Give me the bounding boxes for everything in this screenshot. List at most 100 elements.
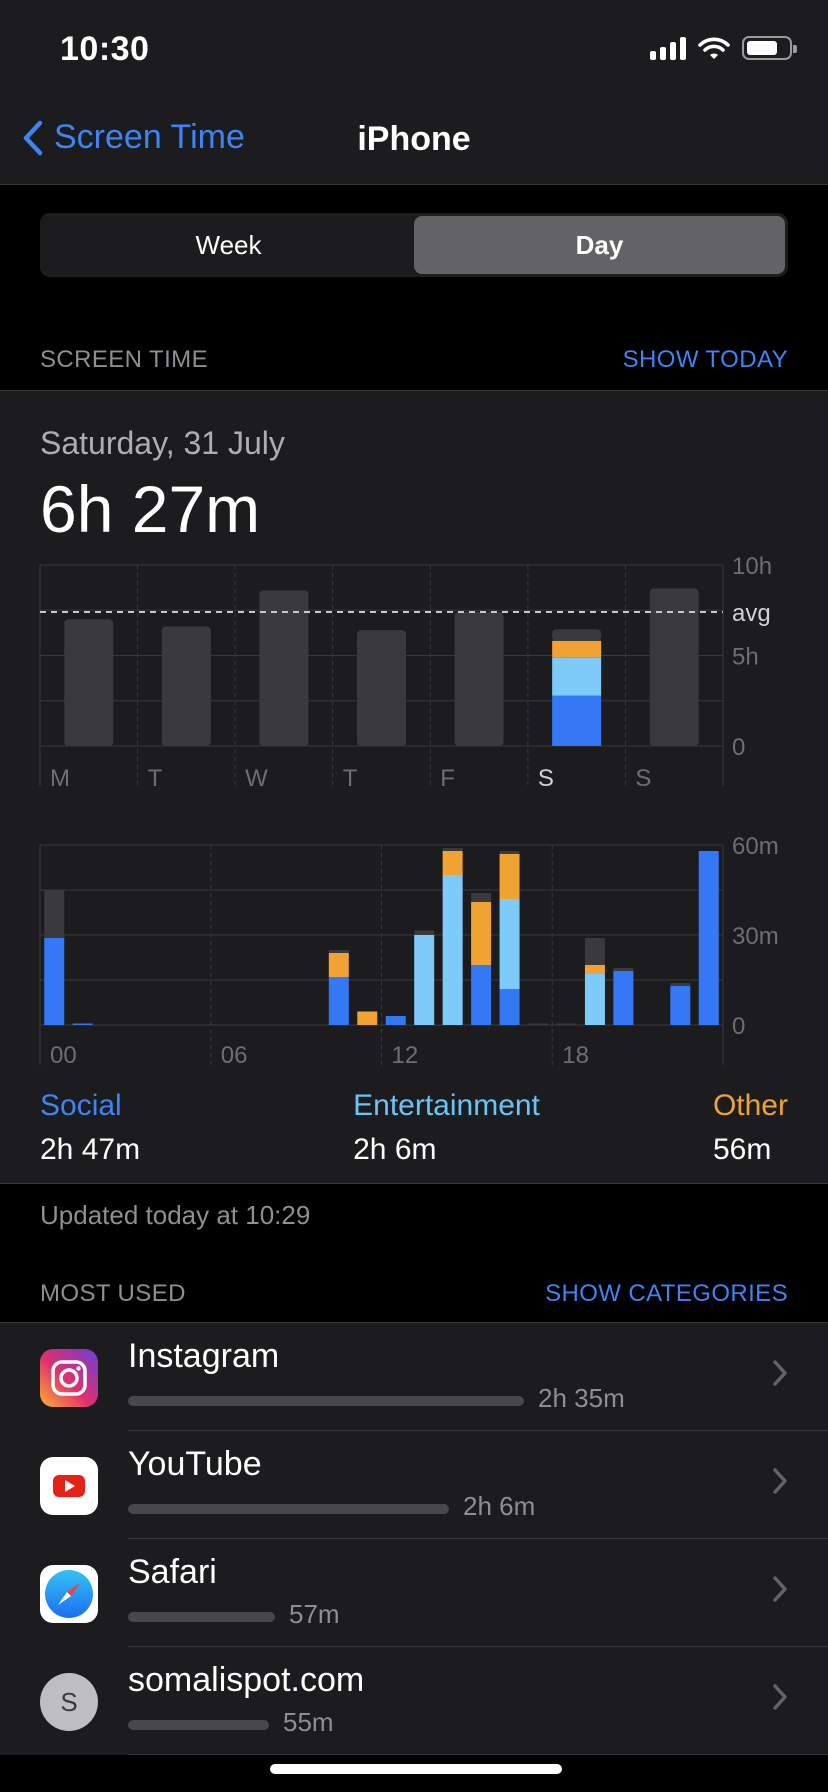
screen-time-section-header: SCREEN TIME SHOW TODAY [40,346,788,374]
usage-time: 2h 35m [538,1383,625,1413]
segment-week[interactable]: Week [195,229,262,260]
bar-segment [471,902,492,965]
app-row-youtube[interactable]: YouTube 2h 6m [0,1431,828,1539]
day-label: F [440,765,455,791]
battery-level [747,41,777,55]
legend-other: Other 56m [713,1089,788,1167]
day-label: M [50,765,70,791]
period-segmented-control: Week Day [40,213,788,277]
y-tick-label: 10h [732,553,772,580]
legend-entertainment: Entertainment 2h 6m [353,1089,540,1167]
weekly-usage-chart: M T W T F S S 10h avg 5h 0 [39,553,772,791]
day-label: T [343,765,358,791]
bar-segment [471,965,492,1025]
app-name: Safari [128,1553,217,1591]
legend-social: Social 2h 47m [40,1089,140,1167]
bar-segment [670,986,691,1025]
website-icon: S [40,1673,98,1731]
y-tick-label: 0 [732,734,745,761]
chevron-right-icon [773,1360,787,1386]
usage-bar [128,1396,524,1406]
app-row-safari[interactable]: Safari 57m [0,1539,828,1647]
day-label: S [635,765,651,791]
bar-segment [670,983,691,986]
chevron-right-icon [773,1576,787,1602]
page-title: iPhone [357,120,471,158]
bar-segment [385,1016,406,1025]
bar-segment [499,851,520,854]
bar-segment [499,989,520,1025]
bar [64,619,114,746]
bar-segment [471,893,492,902]
bar-segment [552,695,602,746]
safari-icon [40,1565,98,1623]
bar-segment [72,1023,93,1025]
most-used-list: Instagram 2h 35m YouTube 2h 6m [0,1322,828,1755]
bar-segment [414,930,435,935]
updated-timestamp: Updated today at 10:29 [40,1200,311,1230]
bar-segment [44,938,65,1025]
row-separator [128,1538,828,1539]
bar-segment [528,1023,549,1025]
show-categories-link[interactable]: SHOW CATEGORIES [545,1280,788,1307]
app-name: somalispot.com [128,1661,365,1699]
y-tick-label: 5h [732,644,759,671]
row-separator [128,1646,828,1647]
segment-day[interactable]: Day [414,216,785,274]
instagram-icon [40,1349,98,1407]
usage-bar [128,1612,275,1622]
row-separator [128,1754,828,1755]
bar-segment [442,848,463,851]
legend-entertainment-value: 2h 6m [353,1133,437,1166]
chevron-right-icon [773,1684,787,1710]
bar [259,590,309,746]
bar-segment [442,875,463,1025]
legend-social-label: Social [40,1089,122,1122]
y-tick-label: 0 [732,1013,745,1040]
bar-segment [44,890,65,938]
usage-bar [128,1504,449,1514]
bar-segment [499,854,520,899]
legend-other-label: Other [712,1089,788,1122]
website-icon-letter: S [60,1686,78,1717]
legend-other-value: 56m [712,1133,772,1166]
bar-segment [328,950,349,953]
app-row-somalispot[interactable]: S somalispot.com 55m [0,1647,828,1755]
day-label: T [148,765,163,791]
y-tick-label: avg [732,600,771,627]
bar-segment [328,953,349,977]
row-separator [128,1430,828,1431]
y-tick-label: 60m [732,833,779,860]
most-used-section-label: MOST USED [40,1280,186,1307]
bar-segment [357,1011,378,1025]
bar-segment [552,657,602,696]
youtube-icon [40,1457,98,1515]
bar-segment [613,968,634,971]
app-row-instagram[interactable]: Instagram 2h 35m [0,1323,828,1431]
home-indicator[interactable] [270,1764,562,1774]
bar-segment [698,851,719,1025]
legend-entertainment-label: Entertainment [353,1089,540,1122]
cellular-signal-icon [650,36,686,60]
screen-time-section-label: SCREEN TIME [40,346,208,373]
usage-time: 2h 6m [463,1491,536,1521]
x-tick-label: 18 [562,1042,589,1069]
chevron-left-icon [23,120,43,155]
screen-time-card: Saturday, 31 July 6h 27m M T W T F S S 10h avg 5h… [0,390,828,1184]
back-button[interactable]: Screen Time [22,118,245,157]
battery-icon [742,36,797,60]
show-today-link[interactable]: SHOW TODAY [622,346,788,373]
total-screen-time: 6h 27m [40,472,261,546]
wifi-icon [698,37,730,59]
x-tick-label: 06 [221,1042,248,1069]
status-icons [650,36,797,60]
bar-segment [556,1023,577,1025]
navigation-bar: Screen Time iPhone [0,100,828,185]
status-bar: 10:30 [0,0,828,100]
selected-date: Saturday, 31 July [40,425,285,461]
chevron-right-icon [773,1468,787,1494]
day-label: S [538,765,554,791]
bar [357,630,406,746]
category-legend: Social 2h 47m Entertainment 2h 6m Other … [40,1089,788,1167]
bar [649,588,699,746]
